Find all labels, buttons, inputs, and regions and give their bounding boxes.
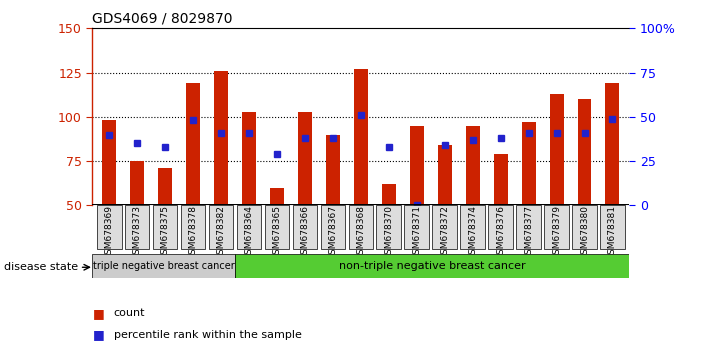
Bar — [522, 122, 535, 205]
Bar — [577, 99, 592, 205]
Text: disease state: disease state — [4, 262, 77, 272]
Bar — [214, 71, 228, 205]
Text: GSM678378: GSM678378 — [188, 205, 198, 261]
Bar — [102, 120, 116, 205]
Bar — [186, 83, 200, 205]
Bar — [348, 205, 373, 250]
Bar — [600, 205, 625, 250]
Text: GSM678364: GSM678364 — [245, 205, 254, 260]
Bar — [235, 254, 629, 278]
Bar — [270, 188, 284, 205]
Bar — [432, 205, 457, 250]
Bar — [264, 205, 289, 250]
Bar — [209, 205, 233, 250]
Text: ■: ■ — [92, 328, 105, 341]
Text: GSM678377: GSM678377 — [524, 205, 533, 261]
Text: GSM678370: GSM678370 — [384, 205, 393, 261]
Bar — [438, 145, 451, 205]
Bar — [550, 94, 564, 205]
Text: non-triple negative breast cancer: non-triple negative breast cancer — [339, 261, 525, 271]
Bar — [237, 205, 262, 250]
Text: GSM678366: GSM678366 — [301, 205, 309, 261]
Bar — [493, 154, 508, 205]
Bar — [460, 205, 485, 250]
Bar — [544, 205, 569, 250]
Bar — [153, 205, 178, 250]
Bar — [516, 205, 541, 250]
Bar — [293, 205, 317, 250]
Text: GSM678381: GSM678381 — [608, 205, 617, 261]
Text: ■: ■ — [92, 307, 105, 320]
Text: GSM678369: GSM678369 — [105, 205, 114, 261]
Text: percentile rank within the sample: percentile rank within the sample — [114, 330, 301, 339]
Bar — [606, 83, 619, 205]
Bar — [354, 69, 368, 205]
Bar — [572, 205, 597, 250]
Text: GSM678376: GSM678376 — [496, 205, 505, 261]
Bar — [97, 205, 122, 250]
Bar — [377, 205, 401, 250]
Text: GSM678372: GSM678372 — [440, 205, 449, 260]
Text: GSM678379: GSM678379 — [552, 205, 561, 261]
Text: GSM678382: GSM678382 — [217, 205, 225, 260]
Text: GDS4069 / 8029870: GDS4069 / 8029870 — [92, 12, 233, 26]
Bar — [405, 205, 429, 250]
Bar — [130, 161, 144, 205]
Text: triple negative breast cancer: triple negative breast cancer — [93, 261, 235, 271]
Text: GSM678373: GSM678373 — [133, 205, 141, 261]
Text: GSM678368: GSM678368 — [356, 205, 365, 261]
Bar — [410, 126, 424, 205]
Text: GSM678365: GSM678365 — [272, 205, 282, 261]
Bar — [321, 205, 345, 250]
Bar — [488, 205, 513, 250]
Bar — [382, 184, 396, 205]
Bar — [181, 205, 205, 250]
Bar — [298, 112, 312, 205]
Bar — [92, 254, 235, 278]
Text: GSM678380: GSM678380 — [580, 205, 589, 261]
Bar — [326, 135, 340, 205]
Bar — [125, 205, 149, 250]
Text: GSM678375: GSM678375 — [161, 205, 170, 261]
Bar — [242, 112, 256, 205]
Text: GSM678371: GSM678371 — [412, 205, 421, 261]
Bar — [158, 168, 172, 205]
Text: GSM678367: GSM678367 — [328, 205, 338, 261]
Text: count: count — [114, 308, 145, 318]
Bar — [466, 126, 480, 205]
Text: GSM678374: GSM678374 — [468, 205, 477, 260]
